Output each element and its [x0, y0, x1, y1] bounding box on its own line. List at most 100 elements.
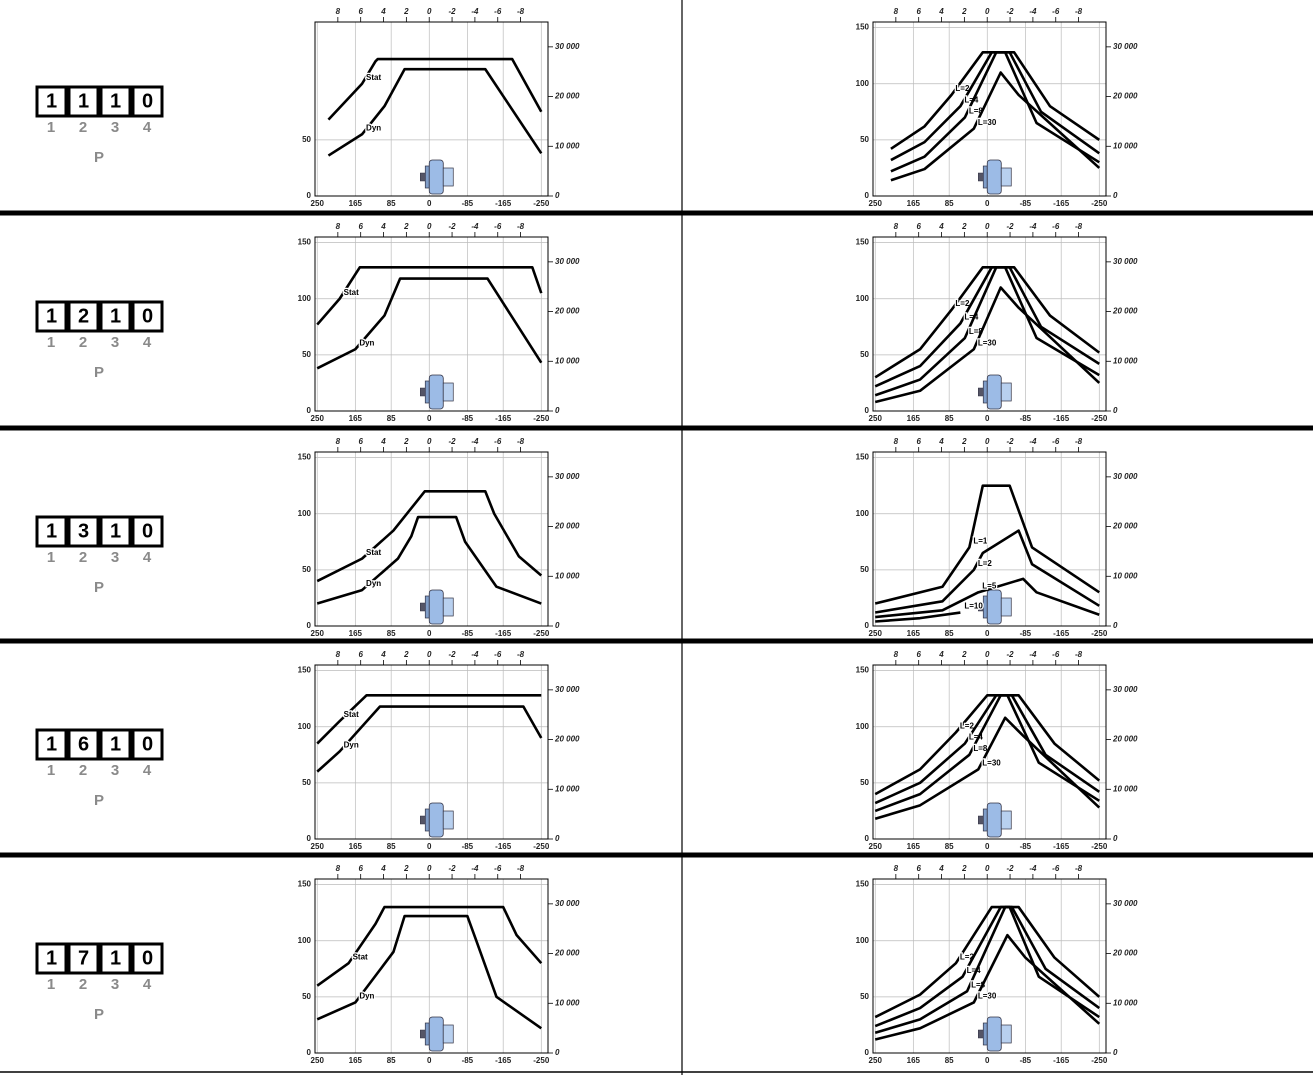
- y-tick-label: 50: [302, 350, 311, 359]
- curve-label: L=30: [978, 338, 997, 347]
- y-tick-label: 100: [298, 722, 312, 731]
- top-tick-label: -8: [1075, 437, 1083, 446]
- top-tick-label: 8: [336, 222, 341, 231]
- curve-label: L=2: [955, 84, 970, 93]
- curve-label: L=30: [982, 759, 1001, 768]
- top-tick-label: 6: [358, 864, 363, 873]
- x-tick-label: -85: [1020, 199, 1032, 208]
- x-tick-label: -165: [495, 414, 512, 423]
- top-tick-label: 2: [403, 864, 409, 873]
- top-tick-label: 2: [961, 222, 967, 231]
- code-box: [35, 728, 68, 761]
- top-tick-label: 2: [961, 864, 967, 873]
- x-tick-label: -85: [462, 1056, 474, 1065]
- position-label: 3: [111, 119, 119, 136]
- top-tick-label: 6: [358, 7, 363, 16]
- top-tick-label: -2: [448, 650, 456, 659]
- x-tick-label: -85: [1020, 414, 1032, 423]
- position-label: 4: [143, 119, 152, 136]
- top-tick-label: 2: [961, 437, 967, 446]
- x-tick-label: -250: [1091, 629, 1108, 638]
- top-tick-label: 2: [961, 650, 967, 659]
- x-tick-label: 0: [427, 842, 432, 851]
- curve-label: L=2: [955, 299, 970, 308]
- x-tick-label: 165: [349, 1056, 363, 1065]
- plot-frame: [872, 21, 1107, 197]
- top-tick-label: 2: [403, 7, 409, 16]
- motor-icon: [428, 159, 444, 195]
- top-tick-label: 2: [403, 650, 409, 659]
- y2-tick-label: 0: [1113, 1048, 1118, 1057]
- y-tick-label: 50: [302, 778, 311, 787]
- top-tick-label: 0: [427, 7, 432, 16]
- motor-icon: [978, 602, 984, 612]
- code-label: P: [94, 792, 104, 809]
- position-label: 3: [111, 549, 119, 566]
- top-tick-label: -6: [1052, 437, 1060, 446]
- y2-tick-label: 10 000: [1113, 998, 1138, 1007]
- top-tick-label: -4: [1029, 650, 1037, 659]
- top-tick-label: 0: [985, 864, 990, 873]
- y2-tick-label: 0: [555, 191, 560, 200]
- top-tick-label: 4: [380, 864, 386, 873]
- y2-tick-label: 10 000: [555, 356, 580, 365]
- x-tick-label: 85: [387, 199, 396, 208]
- y-tick-label: 100: [856, 294, 870, 303]
- y2-tick-label: 0: [1113, 834, 1118, 843]
- top-tick-label: -8: [517, 650, 525, 659]
- x-tick-label: -165: [1053, 199, 1070, 208]
- motor-icon: [982, 808, 988, 832]
- motor-icon: [1000, 167, 1012, 187]
- curve-label: Dyn: [359, 992, 374, 1001]
- code-digit: 1: [110, 733, 121, 755]
- curve: [874, 716, 1101, 821]
- x-tick-label: -165: [1053, 414, 1070, 423]
- top-tick-label: -8: [1075, 650, 1083, 659]
- x-tick-label: 0: [427, 1056, 432, 1065]
- top-tick-label: -4: [471, 437, 479, 446]
- top-tick-label: 8: [336, 7, 341, 16]
- y-tick-label: 150: [856, 453, 870, 462]
- x-tick-label: 165: [907, 629, 921, 638]
- top-tick-label: -2: [1006, 7, 1014, 16]
- top-tick-label: 8: [894, 650, 899, 659]
- curve: [890, 51, 1101, 162]
- curve: [316, 266, 543, 326]
- x-tick-label: 85: [945, 199, 954, 208]
- y2-tick-label: 0: [555, 406, 560, 415]
- curve-label: L=1: [973, 537, 988, 546]
- code-box: [67, 515, 100, 548]
- y2-tick-label: 0: [555, 621, 560, 630]
- position-label: 1: [47, 119, 55, 136]
- y-tick-label: 0: [307, 191, 312, 200]
- top-tick-label: 6: [916, 7, 921, 16]
- top-tick-label: 4: [938, 222, 944, 231]
- x-tick-label: -85: [1020, 842, 1032, 851]
- motor-icon: [428, 589, 444, 625]
- plot-frame: [872, 878, 1107, 1054]
- curve: [874, 905, 1101, 1019]
- curve-label: L=8: [969, 327, 984, 336]
- x-tick-label: -250: [1091, 842, 1108, 851]
- code-label: P: [94, 1006, 104, 1023]
- top-tick-label: 8: [894, 7, 899, 16]
- y2-tick-label: 30 000: [1113, 257, 1138, 266]
- code-digit: 0: [142, 305, 153, 327]
- code-box: [131, 942, 164, 975]
- top-tick-label: 0: [427, 864, 432, 873]
- x-tick-label: 85: [387, 1056, 396, 1065]
- code-digit: 1: [46, 90, 57, 112]
- code-box: [67, 85, 100, 118]
- curve-label: L=8: [973, 744, 988, 753]
- motor-icon: [978, 387, 984, 397]
- top-tick-label: -6: [1052, 222, 1060, 231]
- curve-label: L=4: [967, 966, 982, 975]
- code-box: [131, 515, 164, 548]
- motor-icon: [986, 159, 1002, 195]
- code-digit: 1: [46, 947, 57, 969]
- curve: [875, 577, 1100, 619]
- y-tick-label: 50: [860, 350, 869, 359]
- y2-tick-label: 10 000: [1113, 356, 1138, 365]
- x-tick-label: -85: [462, 629, 474, 638]
